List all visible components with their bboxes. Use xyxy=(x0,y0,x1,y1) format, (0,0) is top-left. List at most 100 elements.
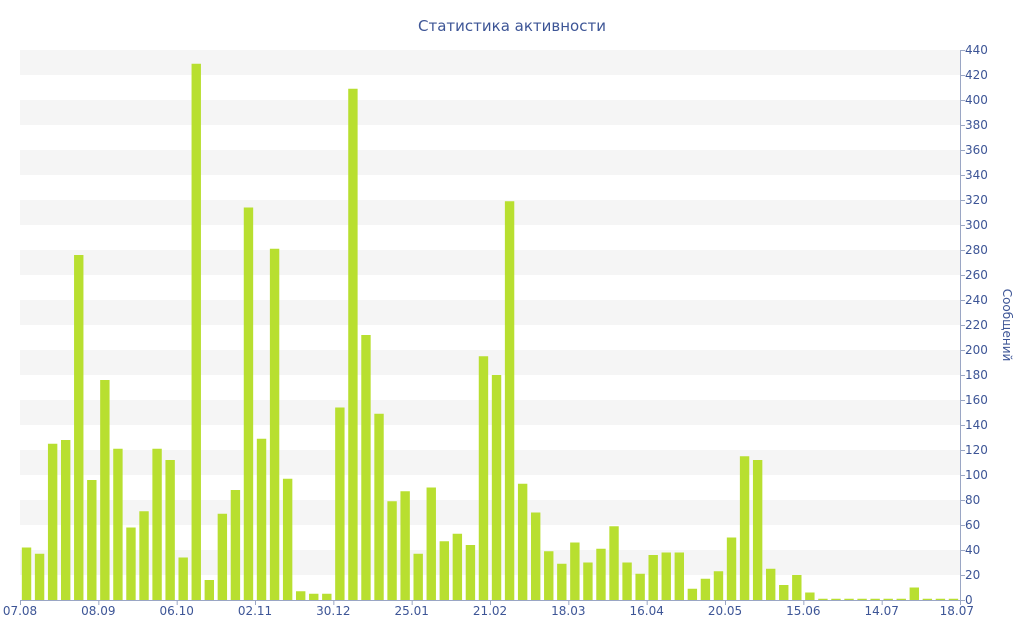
x-tick-label: 25.01 xyxy=(394,604,428,618)
y-tick-label: 280 xyxy=(965,243,988,257)
x-tick-label: 06.10 xyxy=(159,604,193,618)
bar xyxy=(831,598,841,600)
bar xyxy=(635,573,645,600)
bar xyxy=(74,255,84,600)
grid-band xyxy=(20,500,960,525)
x-tick-label: 15.06 xyxy=(786,604,820,618)
bar xyxy=(34,553,45,600)
bar xyxy=(217,513,228,600)
x-tick-label: 20.05 xyxy=(708,604,742,618)
bar xyxy=(374,413,384,600)
x-tick-label: 18.07 xyxy=(940,604,974,618)
bar xyxy=(178,557,188,600)
bar xyxy=(713,571,724,600)
bar xyxy=(896,598,906,600)
grid-band xyxy=(20,550,960,575)
grid-band xyxy=(20,250,960,275)
bar xyxy=(517,483,528,600)
bar xyxy=(87,480,97,600)
bar xyxy=(700,578,711,600)
bar xyxy=(544,551,554,600)
y-tick-label: 0 xyxy=(965,593,973,607)
bar xyxy=(256,438,267,600)
grid-band xyxy=(20,50,960,75)
bar xyxy=(596,548,606,600)
y-tick-label: 300 xyxy=(965,218,988,232)
bar xyxy=(504,201,515,600)
bar xyxy=(230,490,241,600)
y-tick-label: 200 xyxy=(965,343,988,357)
bar xyxy=(322,593,332,600)
bar xyxy=(491,375,502,600)
x-tick-label: 21.02 xyxy=(473,604,507,618)
y-ticks: 0 20 40 60 80 100 120 140 160 180 200 220 240 260 280 3… xyxy=(960,43,988,607)
bar xyxy=(792,575,802,600)
bar xyxy=(204,580,215,600)
bar xyxy=(844,598,854,600)
y-tick-label: 160 xyxy=(965,393,988,407)
bar xyxy=(935,598,946,600)
bar xyxy=(648,555,658,600)
bars xyxy=(21,63,959,600)
grid-band xyxy=(20,350,960,375)
bar xyxy=(805,592,815,600)
bar xyxy=(335,407,345,600)
bar xyxy=(661,552,671,600)
x-tick-label: 30.12 xyxy=(316,604,350,618)
x-tick-label: 08.09 xyxy=(81,604,115,618)
bar xyxy=(752,460,763,600)
y-tick-label: 20 xyxy=(965,568,980,582)
bar xyxy=(765,568,776,600)
x-tick-label: 07.08 xyxy=(3,604,37,618)
bar xyxy=(818,598,828,600)
bar xyxy=(165,460,175,600)
bar xyxy=(739,456,750,600)
y-tick-label: 360 xyxy=(965,143,988,157)
bar xyxy=(152,448,162,600)
bar xyxy=(530,512,541,600)
bar xyxy=(857,598,867,600)
bar xyxy=(387,501,397,600)
bar xyxy=(478,356,489,600)
bar xyxy=(883,598,893,600)
bar xyxy=(779,585,789,600)
y-tick-label: 380 xyxy=(965,118,988,132)
bar xyxy=(948,598,959,600)
x-tick-label: 14.07 xyxy=(864,604,898,618)
y-tick-label: 400 xyxy=(965,93,988,107)
grid-band xyxy=(20,400,960,425)
bar xyxy=(126,527,136,600)
bar xyxy=(452,533,463,600)
chart-title: Статистика активности xyxy=(418,17,606,35)
bar xyxy=(348,88,358,600)
bar xyxy=(282,478,293,600)
bar xyxy=(570,542,580,600)
y-tick-label: 100 xyxy=(965,468,988,482)
y-tick-label: 120 xyxy=(965,443,988,457)
bar xyxy=(413,553,423,600)
bar xyxy=(139,511,149,600)
bar xyxy=(426,487,436,600)
bar xyxy=(674,552,685,600)
bar xyxy=(295,591,306,600)
grid-band xyxy=(20,100,960,125)
grid-band xyxy=(20,200,960,225)
y-tick-label: 220 xyxy=(965,318,988,332)
y-tick-label: 340 xyxy=(965,168,988,182)
bar xyxy=(361,335,371,600)
bar xyxy=(113,448,123,600)
x-tick-label: 16.04 xyxy=(629,604,663,618)
bar xyxy=(583,562,593,600)
y-tick-label: 260 xyxy=(965,268,988,282)
y-tick-label: 240 xyxy=(965,293,988,307)
bar xyxy=(47,443,58,600)
bar xyxy=(557,563,567,600)
bar xyxy=(726,537,737,600)
grid-band xyxy=(20,150,960,175)
y-tick-label: 40 xyxy=(965,543,980,557)
bar xyxy=(609,526,619,600)
bar xyxy=(687,588,698,600)
bar xyxy=(465,545,476,600)
y-tick-label: 420 xyxy=(965,68,988,82)
